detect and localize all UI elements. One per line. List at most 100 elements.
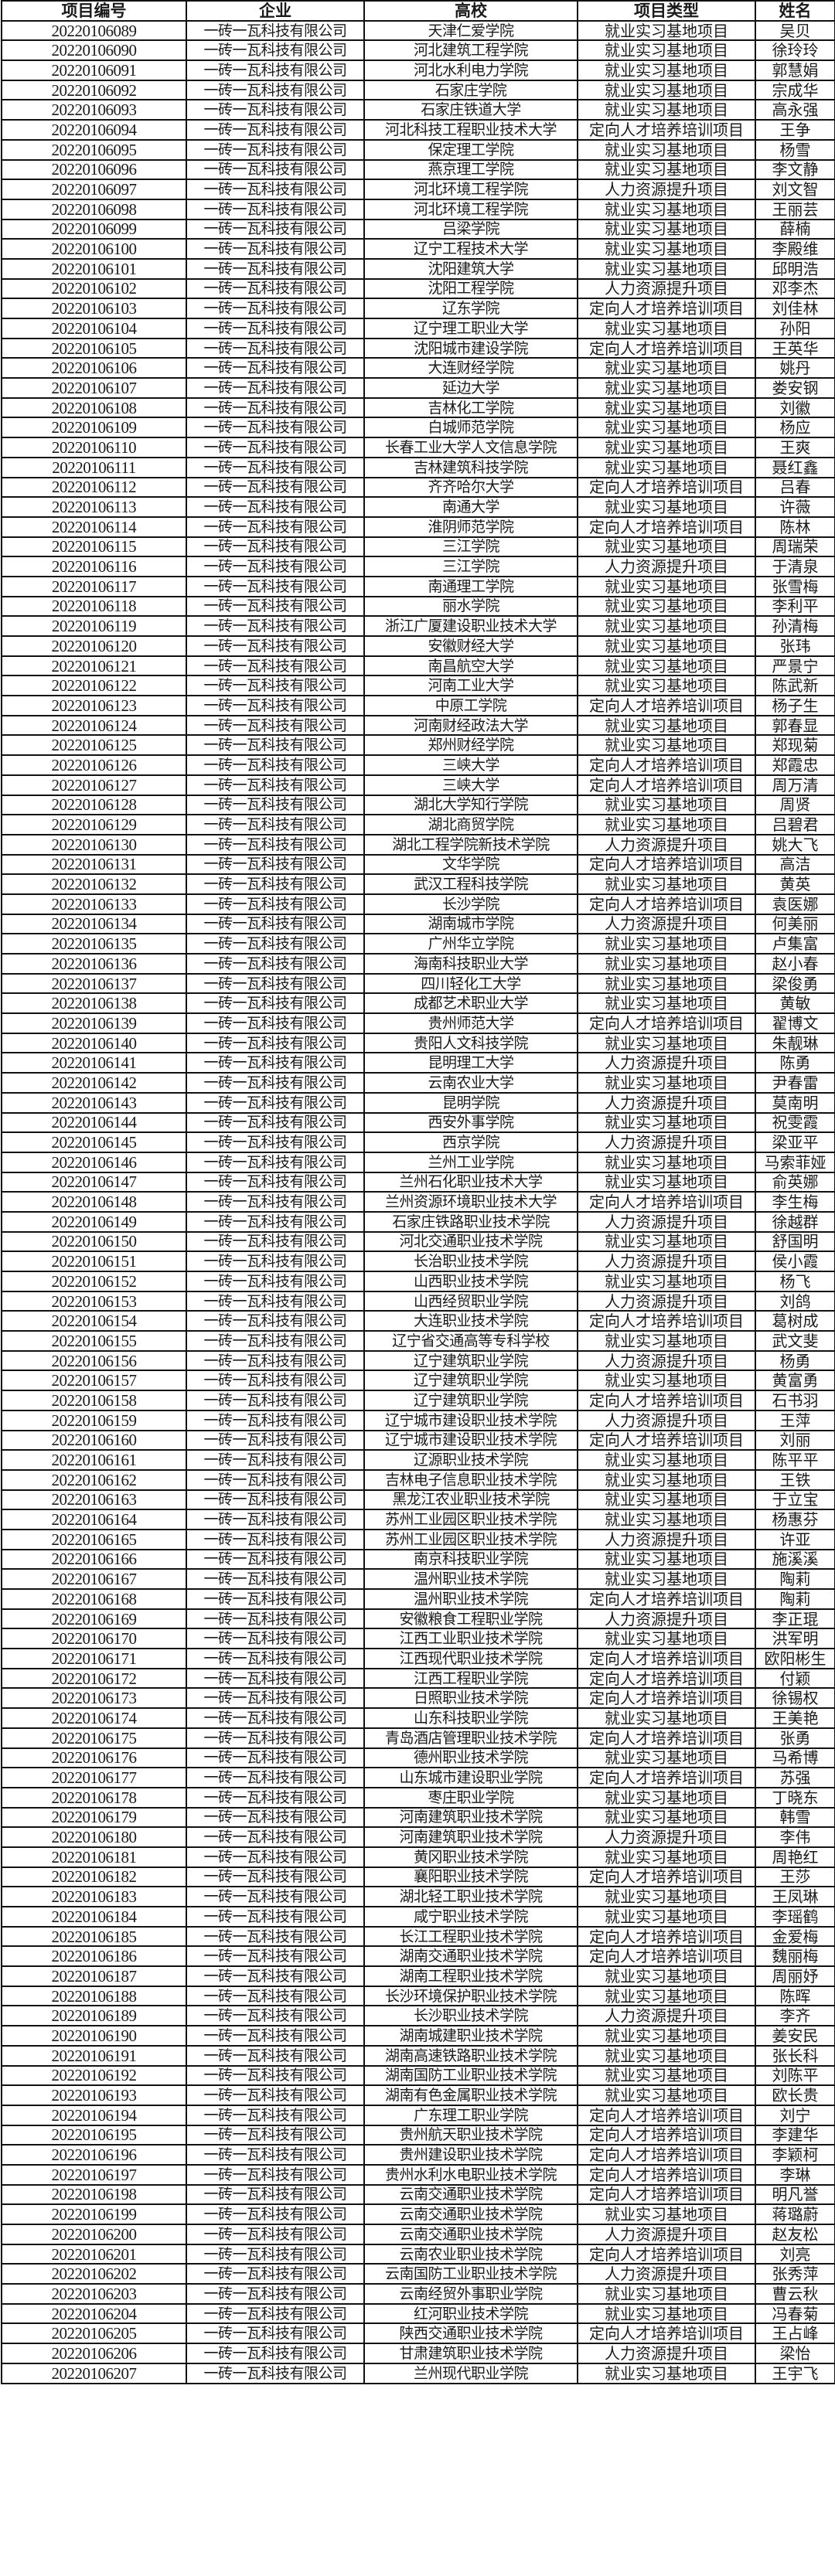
company-cell: 一砖一瓦科技有限公司	[186, 913, 365, 935]
name-cell: 聂红鑫	[755, 456, 835, 478]
company-cell: 一砖一瓦科技有限公司	[186, 218, 365, 240]
project-type-cell: 人力资源提升项目	[577, 277, 756, 300]
project-id-cell: 20220106142	[1, 1072, 187, 1094]
project-id-cell: 20220106125	[1, 734, 187, 757]
company-cell: 一砖一瓦科技有限公司	[186, 257, 365, 280]
university-cell: 长治职业技术学院	[363, 1251, 578, 1272]
company-cell: 一砖一瓦科技有限公司	[186, 357, 365, 379]
table-row: 20220106126 一砖一瓦科技有限公司 三峡大学 定向人才培养培训项目 郑霞忠	[1, 754, 835, 776]
project-type-cell: 人力资源提升项目	[577, 913, 756, 935]
project-id-cell: 20220106120	[1, 635, 187, 657]
name-cell: 黄敏	[755, 992, 835, 1015]
table-row: 20220106125 一砖一瓦科技有限公司 郑州财经学院 就业实习基地项目 郑现菊	[1, 734, 835, 757]
project-id-cell: 20220106111	[1, 456, 187, 478]
company-cell: 一砖一瓦科技有限公司	[186, 734, 365, 757]
project-type-cell: 定向人才培养培训项目	[577, 1727, 756, 1749]
name-cell: 侯小霞	[755, 1251, 835, 1272]
project-type-cell: 就业实习基地项目	[577, 39, 756, 62]
university-cell: 三江学院	[363, 536, 578, 558]
name-cell: 郑霞忠	[755, 754, 835, 776]
table-row: 20220106128 一砖一瓦科技有限公司 湖北大学知行学院 就业实习基地项目 周贤	[1, 794, 835, 816]
table-row: 20220106094 一砖一瓦科技有限公司 河北科技工程职业技术大学 定向人才培养培…	[1, 119, 835, 141]
project-type-cell: 就业实习基地项目	[577, 1271, 756, 1292]
project-type-cell: 定向人才培养培训项目	[577, 853, 756, 876]
name-cell: 袁医娜	[755, 893, 835, 915]
company-cell: 一砖一瓦科技有限公司	[186, 1767, 365, 1788]
name-cell: 李颖柯	[755, 2144, 835, 2166]
project-type-cell: 人力资源提升项目	[577, 1052, 756, 1074]
project-type-cell: 就业实习基地项目	[577, 396, 756, 419]
table-row: 20220106156 一砖一瓦科技有限公司 辽宁建筑职业学院 人力资源提升项目 杨勇	[1, 1349, 835, 1372]
university-cell: 河南工业大学	[363, 675, 578, 697]
project-id-cell: 20220106130	[1, 833, 187, 856]
table-row: 20220106116 一砖一瓦科技有限公司 三江学院 人力资源提升项目 于清泉	[1, 556, 835, 577]
project-id-cell: 20220106143	[1, 1091, 187, 1114]
company-cell: 一砖一瓦科技有限公司	[186, 1310, 365, 1332]
project-id-cell: 20220106149	[1, 1210, 187, 1233]
name-cell: 舒国明	[755, 1230, 835, 1253]
university-cell: 贵州水利水电职业技术学院	[363, 2163, 578, 2186]
university-cell: 海南科技职业大学	[363, 953, 578, 975]
company-cell: 一砖一瓦科技有限公司	[186, 39, 365, 62]
name-cell: 孙阳	[755, 318, 835, 339]
project-id-cell: 20220106100	[1, 238, 187, 260]
project-type-cell: 就业实习基地项目	[577, 655, 756, 677]
university-cell: 昆明理工大学	[363, 1052, 578, 1074]
table-row: 20220106180 一砖一瓦科技有限公司 河南建筑职业技术学院 人力资源提升项目李…	[1, 1826, 835, 1848]
project-type-cell: 就业实习基地项目	[577, 496, 756, 518]
university-cell: 西京学院	[363, 1131, 578, 1153]
name-cell: 刘鸽	[755, 1290, 835, 1312]
project-type-cell: 就业实习基地项目	[577, 1806, 756, 1829]
project-type-cell: 就业实习基地项目	[577, 992, 756, 1015]
project-type-cell: 人力资源提升项目	[577, 833, 756, 856]
project-table: 项目编号 企业 高校 项目类型 姓名 20220106089 一砖一瓦科技有限公司…	[1, 0, 835, 2384]
project-id-cell: 20220106121	[1, 655, 187, 677]
company-cell: 一砖一瓦科技有限公司	[186, 318, 365, 339]
name-cell: 娄安钢	[755, 377, 835, 399]
name-cell: 姚丹	[755, 357, 835, 379]
name-cell: 姜安民	[755, 2025, 835, 2047]
name-cell: 梁俊勇	[755, 972, 835, 995]
company-cell: 一砖一瓦科技有限公司	[186, 1687, 365, 1710]
company-cell: 一砖一瓦科技有限公司	[186, 2343, 365, 2364]
table-row: 20220106127 一砖一瓦科技有限公司 三峡大学 定向人才培养培训项目 周万清	[1, 774, 835, 796]
company-cell: 一砖一瓦科技有限公司	[186, 1191, 365, 1213]
project-id-cell: 20220106093	[1, 99, 187, 121]
project-type-cell: 定向人才培养培训项目	[577, 337, 756, 359]
table-row: 20220106191 一砖一瓦科技有限公司 湖南高速铁路职业技术学院 就业实习基地项…	[1, 2044, 835, 2067]
project-id-cell: 20220106105	[1, 337, 187, 359]
project-type-cell: 就业实习基地项目	[577, 1330, 756, 1352]
company-cell: 一砖一瓦科技有限公司	[186, 575, 365, 597]
company-cell: 一砖一瓦科技有限公司	[186, 476, 365, 499]
name-cell: 王莎	[755, 1866, 835, 1888]
university-cell: 吉林电子信息职业技术学院	[363, 1468, 578, 1491]
company-cell: 一砖一瓦科技有限公司	[186, 2044, 365, 2067]
name-cell: 金爱梅	[755, 1925, 835, 1948]
project-id-cell: 20220106197	[1, 2163, 187, 2186]
project-id-cell: 20220106153	[1, 1290, 187, 1312]
university-cell: 辽源职业技术学院	[363, 1449, 578, 1471]
company-cell: 一砖一瓦科技有限公司	[186, 595, 365, 618]
project-id-cell: 20220106190	[1, 2025, 187, 2047]
name-cell: 欧长贵	[755, 2084, 835, 2106]
project-type-cell: 就业实习基地项目	[577, 575, 756, 597]
project-type-cell: 就业实习基地项目	[577, 1509, 756, 1530]
company-cell: 一砖一瓦科技有限公司	[186, 1349, 365, 1372]
name-cell: 赵友松	[755, 2224, 835, 2245]
project-type-cell: 人力资源提升项目	[577, 1091, 756, 1114]
company-cell: 一砖一瓦科技有限公司	[186, 298, 365, 319]
company-cell: 一砖一瓦科技有限公司	[186, 2144, 365, 2166]
table-row: 20220106129 一砖一瓦科技有限公司 湖北商贸学院 就业实习基地项目 吕碧君	[1, 814, 835, 835]
project-id-cell: 20220106179	[1, 1806, 187, 1829]
university-cell: 淮阴师范学院	[363, 516, 578, 538]
project-id-cell: 20220106146	[1, 1151, 187, 1173]
project-type-cell: 就业实习基地项目	[577, 1032, 756, 1054]
table-row: 20220106148 一砖一瓦科技有限公司 兰州资源环境职业技术大学 定向人才培养培…	[1, 1191, 835, 1213]
table-row: 20220106103 一砖一瓦科技有限公司 辽东学院 定向人才培养培训项目 刘佳林	[1, 298, 835, 319]
project-type-cell: 定向人才培养培训项目	[577, 2104, 756, 2126]
project-id-cell: 20220106102	[1, 277, 187, 300]
table-row: 20220106204 一砖一瓦科技有限公司 红河职业技术学院 就业实习基地项目 冯春菊	[1, 2302, 835, 2325]
project-id-cell: 20220106160	[1, 1429, 187, 1451]
project-type-cell: 就业实习基地项目	[577, 2283, 756, 2305]
project-type-cell: 定向人才培养培训项目	[577, 754, 756, 776]
